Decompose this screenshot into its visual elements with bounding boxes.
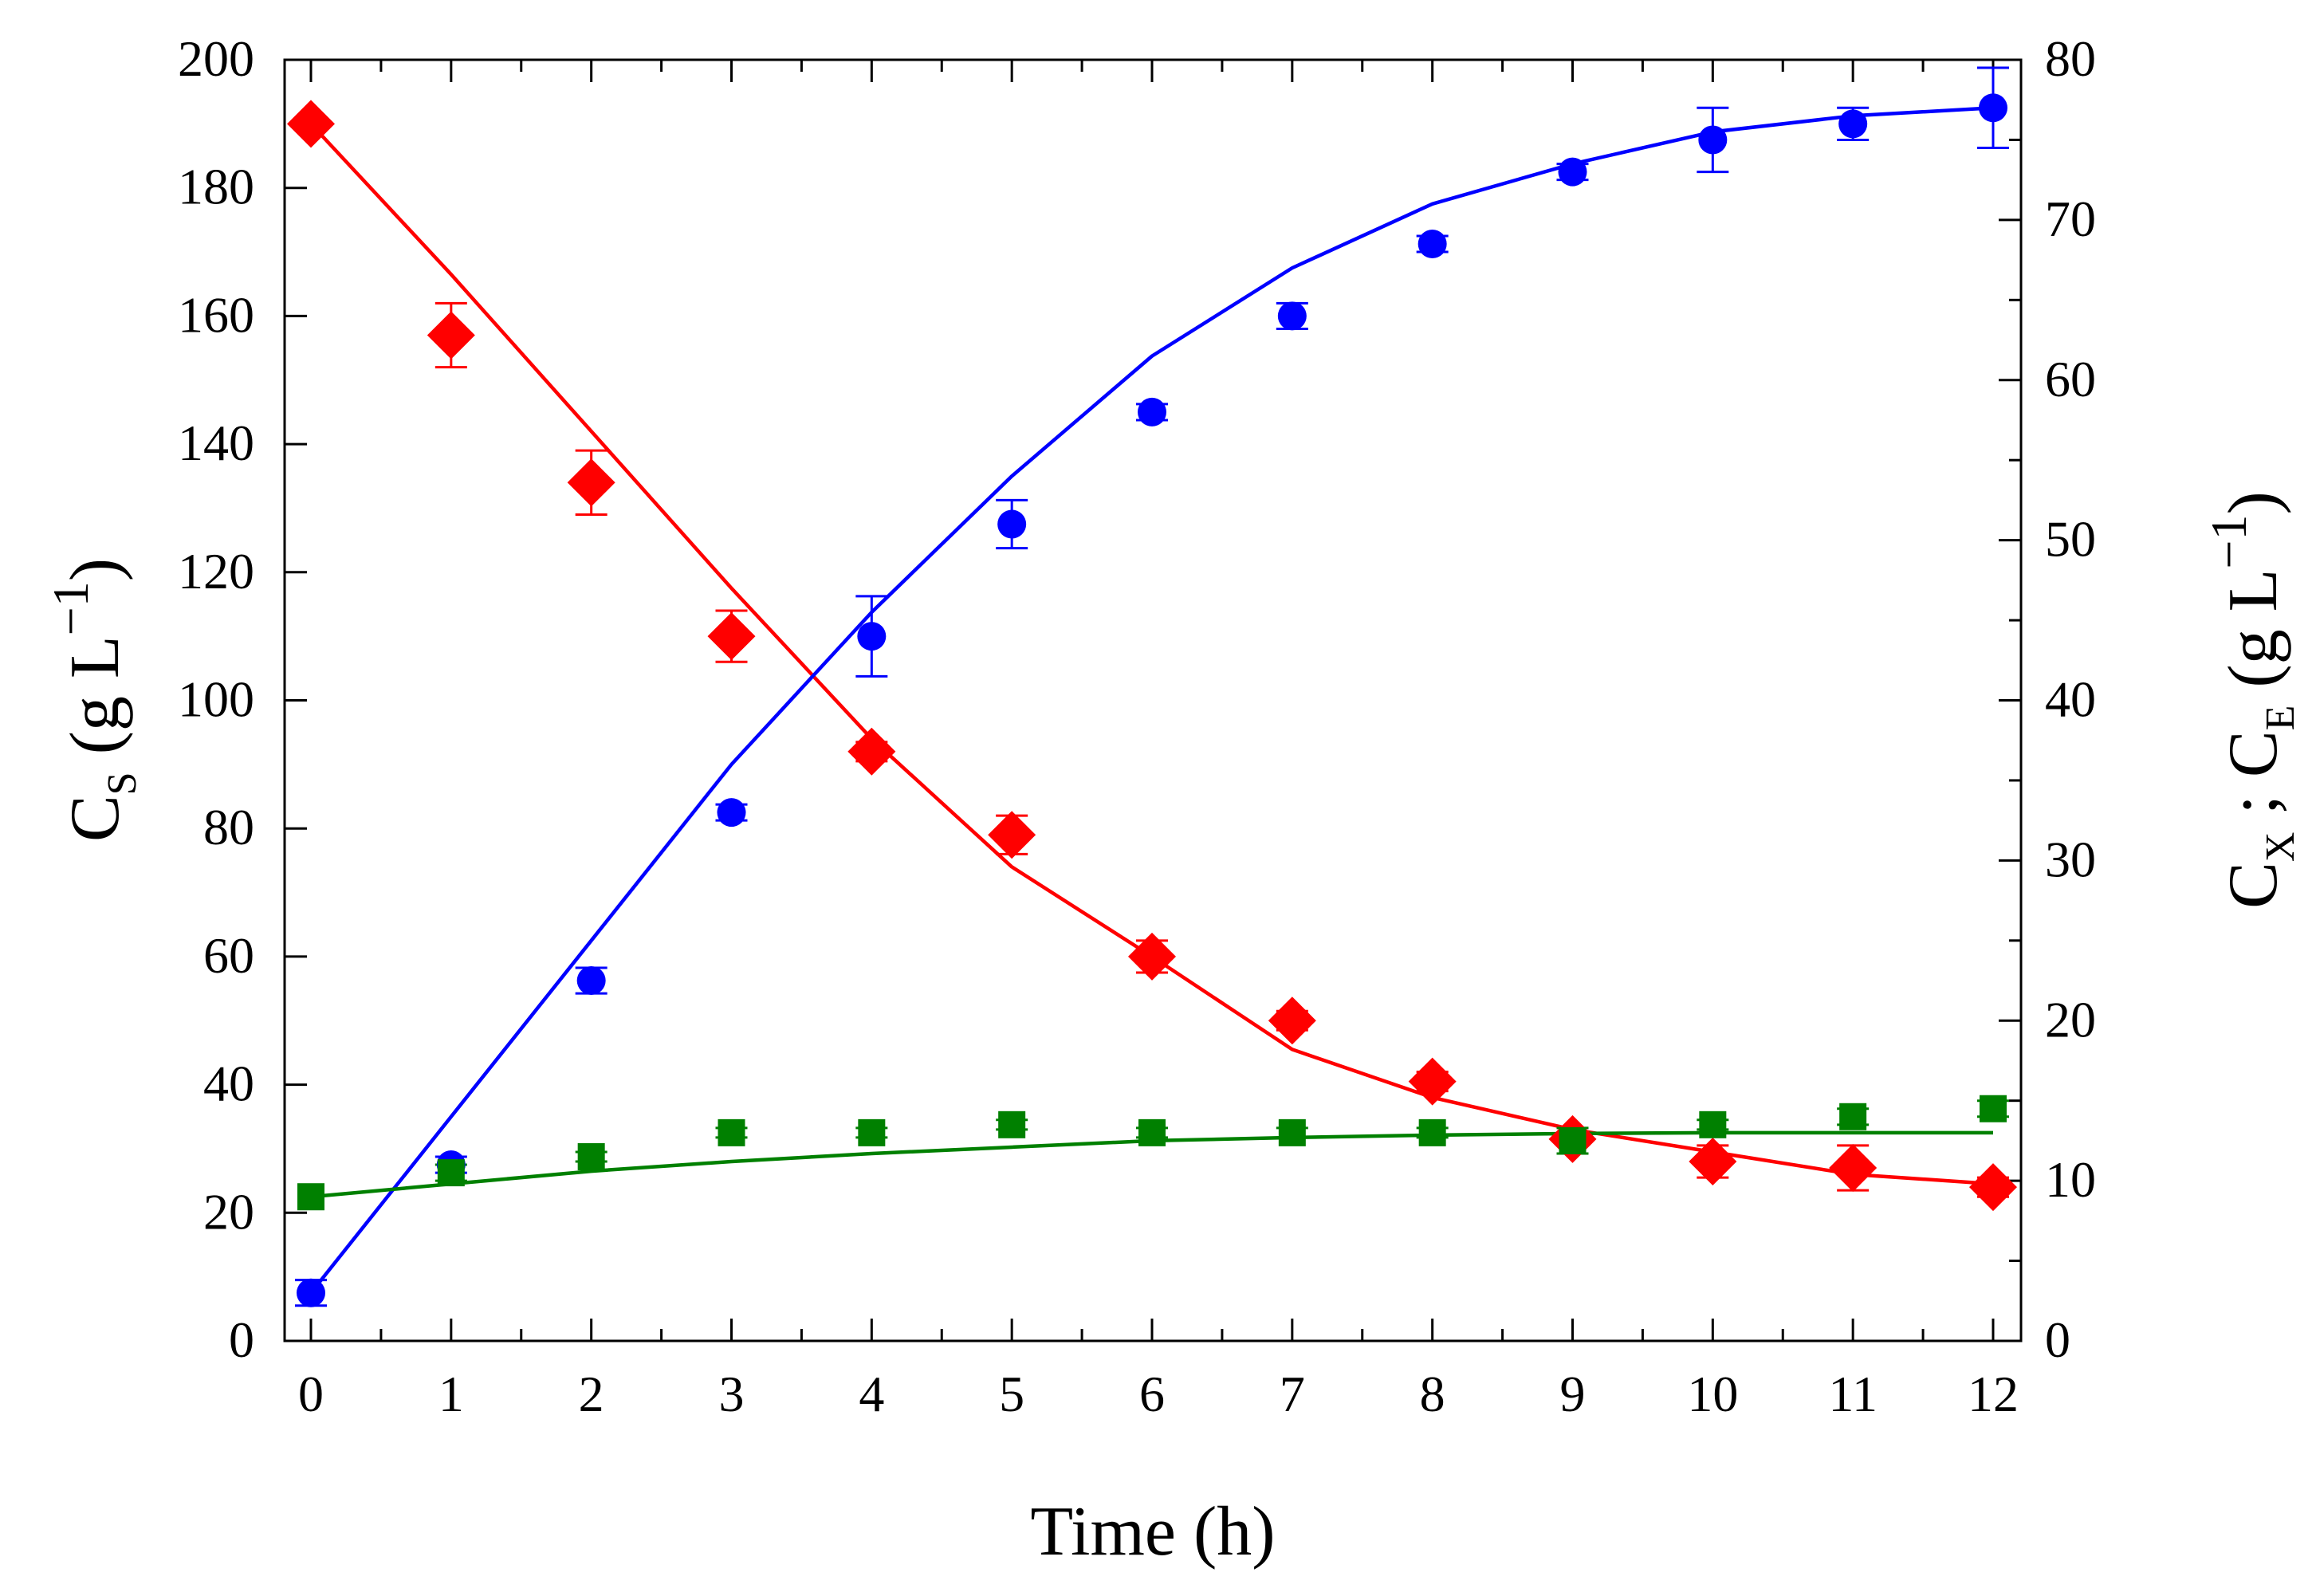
circle-fit-line xyxy=(309,106,1994,1295)
diamond-marker xyxy=(427,311,475,360)
diamond-marker xyxy=(1689,1138,1737,1186)
circle-marker xyxy=(1838,109,1868,139)
fit-lines xyxy=(309,106,1994,1295)
x-tick-label: 6 xyxy=(1139,1366,1165,1422)
circle-marker xyxy=(1277,301,1307,331)
data-markers xyxy=(287,93,2017,1307)
square-marker xyxy=(858,1118,886,1146)
circle-marker xyxy=(717,798,746,827)
circle-marker xyxy=(1417,230,1447,259)
circle-marker xyxy=(1138,397,1166,427)
diamond-marker xyxy=(1128,932,1176,981)
y-left-tick-label: 20 xyxy=(203,1183,254,1240)
diamond-marker xyxy=(567,458,615,507)
diamond-marker xyxy=(988,811,1036,859)
circle-marker xyxy=(576,966,606,996)
diamond-marker xyxy=(707,612,756,661)
x-tick-label: 5 xyxy=(999,1366,1024,1422)
y-left-tick-label: 0 xyxy=(229,1311,254,1368)
y-left-tick-label: 120 xyxy=(178,543,254,599)
diamond-fit-line xyxy=(309,122,1994,1186)
diamond-marker xyxy=(1408,1057,1457,1106)
x-tick-label: 7 xyxy=(1280,1366,1305,1422)
circle-marker xyxy=(1698,125,1728,155)
x-tick-label: 0 xyxy=(298,1366,324,1422)
x-tick-label: 1 xyxy=(438,1366,464,1422)
square-marker xyxy=(1699,1111,1727,1138)
square-marker xyxy=(1418,1118,1446,1146)
x-tick-label: 4 xyxy=(859,1366,884,1422)
circle-marker xyxy=(997,509,1027,539)
y-right-tick-label: 50 xyxy=(2045,511,2096,568)
square-marker xyxy=(1559,1126,1587,1154)
y-left-tick-label: 200 xyxy=(178,30,254,87)
y-right-tick-label: 70 xyxy=(2045,191,2096,247)
y-right-tick-label: 60 xyxy=(2045,351,2096,407)
y-right-tick-label: 30 xyxy=(2045,831,2096,887)
y-right-tick-label: 40 xyxy=(2045,671,2096,728)
x-tick-labels: 0 1 2 3 4 5 6 7 8 9 10 11 12 xyxy=(298,1366,2019,1422)
circle-marker xyxy=(1979,93,2007,123)
y-left-tick-label: 100 xyxy=(178,671,254,728)
y-left-tick-label: 60 xyxy=(203,927,254,984)
y-right-tick-label: 0 xyxy=(2045,1311,2070,1368)
square-marker xyxy=(297,1183,324,1211)
square-marker xyxy=(1278,1118,1306,1146)
x-tick-label: 12 xyxy=(1968,1366,2019,1422)
diamond-marker xyxy=(287,100,335,148)
diamond-marker xyxy=(1829,1144,1878,1193)
y-right-tick-label: 10 xyxy=(2045,1151,2096,1208)
y-left-tick-labels: 0 20 40 60 80 100 120 140 160 180 200 xyxy=(178,30,254,1368)
y-left-tick-label: 80 xyxy=(203,799,254,855)
diamond-marker xyxy=(1969,1163,2017,1212)
y-left-axis-title: CS (g L−1) xyxy=(42,558,145,842)
x-axis-title: Time (h) xyxy=(1030,1493,1275,1570)
square-marker xyxy=(437,1159,465,1187)
y-right-tick-label: 80 xyxy=(2045,30,2096,87)
y-left-tick-label: 180 xyxy=(178,159,254,215)
circle-marker xyxy=(297,1278,325,1307)
y-left-tick-label: 40 xyxy=(203,1055,254,1112)
circle-marker xyxy=(1558,157,1587,187)
y-right-axis-title: CX ; CE (g L−1) xyxy=(2200,491,2303,909)
x-tick-label: 10 xyxy=(1687,1366,1738,1422)
x-tick-label: 11 xyxy=(1828,1366,1878,1422)
circle-marker xyxy=(857,622,887,651)
square-marker xyxy=(577,1142,605,1170)
x-tick-label: 2 xyxy=(579,1366,604,1422)
y-right-tick-labels: 0 10 20 30 40 50 60 70 80 xyxy=(2045,30,2096,1368)
square-marker xyxy=(718,1118,745,1146)
diamond-marker xyxy=(1268,997,1316,1045)
x-tick-label: 3 xyxy=(719,1366,745,1422)
x-tick-label: 8 xyxy=(1420,1366,1445,1422)
ticks xyxy=(285,58,2021,1342)
diamond-marker xyxy=(847,727,896,776)
square-marker xyxy=(1980,1095,2007,1122)
square-marker xyxy=(1839,1103,1867,1130)
y-left-tick-label: 140 xyxy=(178,415,254,471)
y-left-tick-label: 160 xyxy=(178,286,254,343)
y-right-tick-label: 20 xyxy=(2045,991,2096,1048)
plot-frame xyxy=(283,58,2023,1342)
x-tick-label: 9 xyxy=(1560,1366,1586,1422)
square-marker xyxy=(998,1111,1026,1138)
square-marker xyxy=(1138,1118,1166,1146)
